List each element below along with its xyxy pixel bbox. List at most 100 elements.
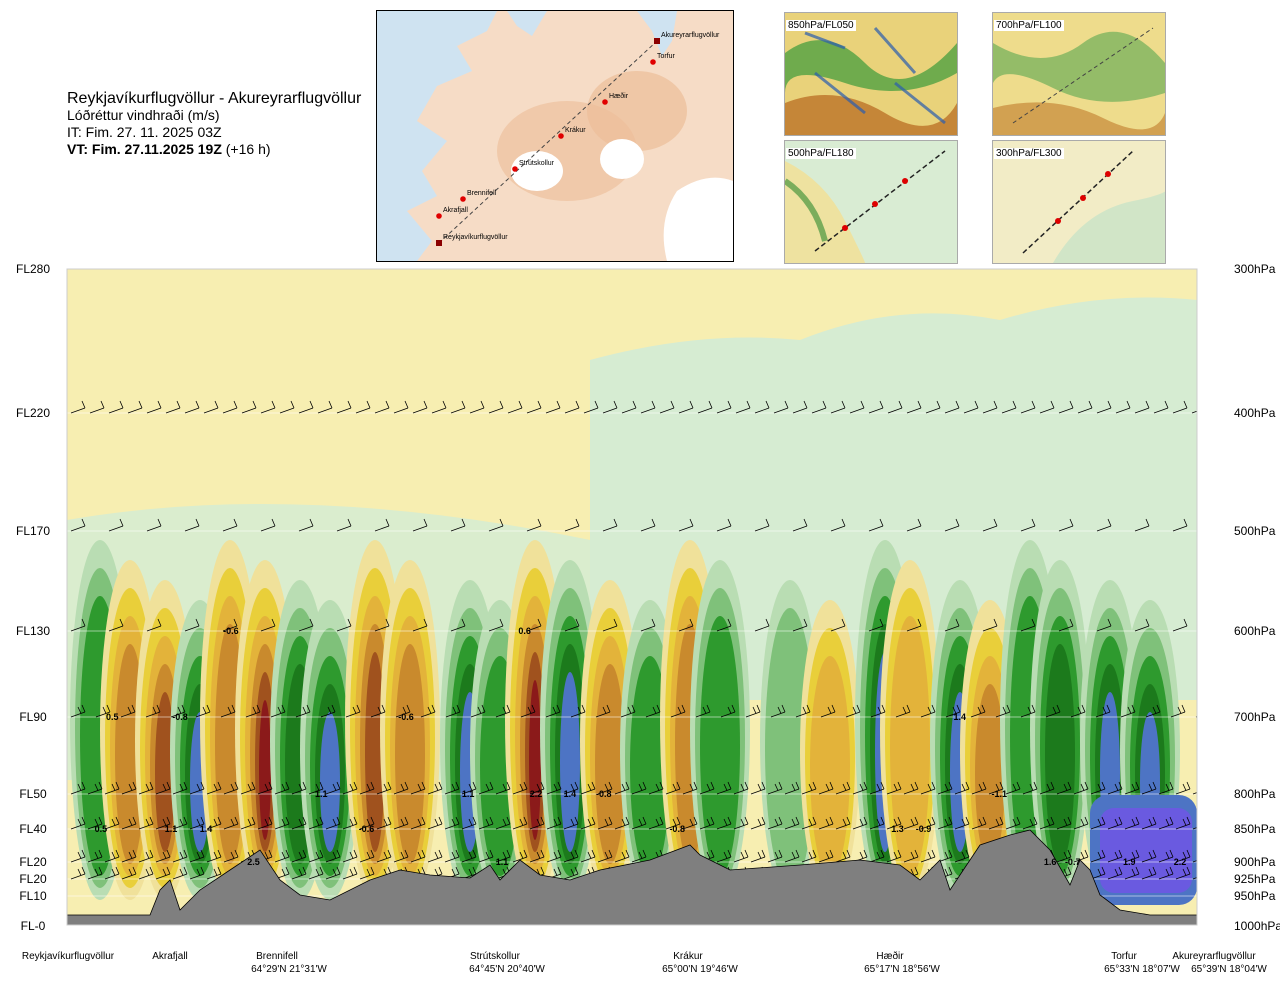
velocity-contour [810,656,850,876]
wind-barb [308,816,324,830]
wind-barb [954,849,970,863]
wind-barb [733,816,749,830]
wind-barb [260,618,276,632]
wind-barb [603,269,605,270]
wind-barb [926,269,928,270]
wind-barb [394,269,396,270]
wind-barb [580,816,596,830]
wind-barb [189,866,205,880]
wind-barb [1158,816,1174,830]
wind-barb [1141,781,1157,795]
wind-barb [342,816,358,830]
wind-barb [852,781,868,795]
wind-barb [682,781,698,795]
value-label: 2.5 [247,857,260,867]
wind-barb [488,400,504,414]
location-name: Krákur [673,951,703,962]
wind-barb [172,866,188,880]
location-name: Strútskollur [470,951,521,962]
wind-barb [104,866,120,880]
location-coord: 65°33'N 18°07'W [1104,964,1180,975]
hpa-label: 400hPa [1234,406,1276,420]
wind-barb [640,400,656,414]
wind-barb [359,866,375,880]
wind-barb [1045,704,1061,718]
wind-barb [733,781,749,795]
location-name: Reykjavíkurflugvöllur [22,951,115,962]
wind-barb [431,400,447,414]
wind-barb [546,781,562,795]
wind-barb [376,849,392,863]
wind-barb [907,269,909,270]
wind-barb [1172,400,1188,414]
wind-barb [678,518,694,532]
velocity-contour [975,684,1005,864]
hpa-label: 500hPa [1234,524,1276,538]
wind-barb [564,400,580,414]
wind-barb [870,704,886,718]
wind-barb [564,518,580,532]
wind-barb [295,704,311,718]
wind-barb [507,400,523,414]
wind-barb [204,269,206,270]
wind-barb [679,269,681,270]
value-label: 1.3 [891,824,904,834]
waypoint-marker [558,133,564,139]
location-name: Brennifell [256,951,298,962]
waypoint-marker [602,99,608,105]
wind-barb [1070,704,1086,718]
wind-barb [1096,618,1112,632]
wind-barb [488,518,504,532]
wind-barb [529,781,545,795]
velocity-contour [595,664,625,864]
wind-barb [444,781,460,795]
wind-barb [70,400,86,414]
wind-barb [172,849,188,863]
value-label: -0.6 [398,712,414,722]
wind-barb [1120,704,1136,718]
wind-barb [450,618,466,632]
level-map-label: 300hPa/FL300 [994,148,1064,159]
wind-barb [1115,400,1131,414]
wind-barb [818,849,834,863]
wind-barb [678,618,694,632]
wind-barb [470,704,486,718]
wind-barb [906,618,922,632]
wind-barb [1020,400,1036,414]
wind-barb [146,518,162,532]
wind-barb [1170,704,1186,718]
wind-barb [222,618,238,632]
wind-barb [1001,400,1017,414]
wind-barb [470,269,472,270]
wind-barb [512,781,528,795]
wind-barb [120,704,136,718]
wind-barb [1175,816,1191,830]
wind-barb [318,269,320,270]
wind-barb [795,704,811,718]
wind-barb [450,518,466,532]
wind-barb [1107,816,1123,830]
wind-barb [395,704,411,718]
valid-time-bold: VT: Fim. 27.11.2025 19Z [67,141,222,157]
wind-barb [631,781,647,795]
issue-time: IT: Fim. 27. 11. 2025 03Z [67,124,222,140]
location-name: Akrafjall [152,951,188,962]
wind-barb [325,816,341,830]
wind-barb [495,781,511,795]
wind-barb [563,781,579,795]
wind-barb [185,269,187,270]
wind-barb [165,400,181,414]
wind-barb [614,816,630,830]
wind-barb [138,781,154,795]
wind-barb [580,781,596,795]
wind-barb [427,781,443,795]
velocity-contour [890,616,930,876]
wind-barb [478,781,494,795]
wind-barb [1097,269,1099,270]
wind-barb [337,269,339,270]
value-label: 1.9 [1123,857,1136,867]
wind-barb [564,618,580,632]
wind-barb [104,849,120,863]
wind-barb [261,269,263,270]
